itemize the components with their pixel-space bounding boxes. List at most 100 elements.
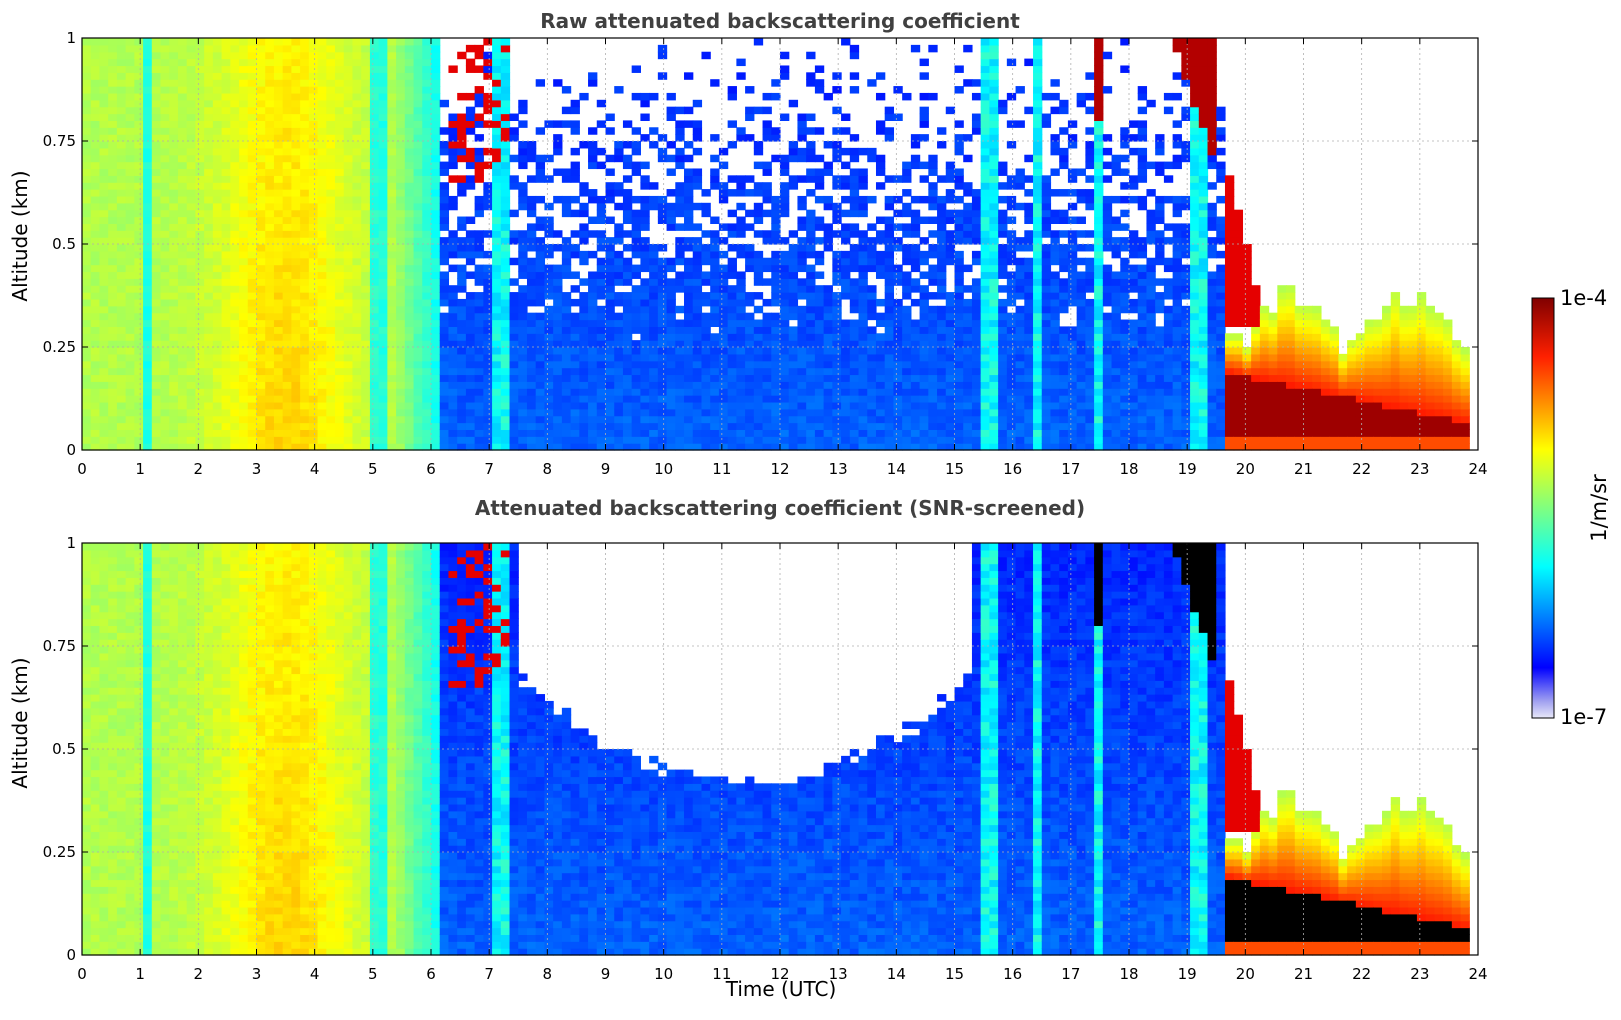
heatmap-cell <box>143 161 153 170</box>
heatmap-cell <box>666 360 676 369</box>
heatmap-cell <box>718 326 729 334</box>
heatmap-cell <box>387 388 397 396</box>
heatmap-cell <box>82 401 92 410</box>
heatmap-cell <box>317 401 327 410</box>
heatmap-cell <box>361 195 371 204</box>
heatmap-cell <box>832 202 842 211</box>
heatmap-cell <box>867 443 877 451</box>
heatmap-cell <box>169 257 179 266</box>
heatmap-cell <box>710 408 720 417</box>
heatmap-cell <box>771 195 781 204</box>
heatmap-cell <box>753 106 764 115</box>
heatmap-cell <box>588 367 598 376</box>
heatmap-cell <box>186 285 197 293</box>
heatmap-cell <box>666 92 676 101</box>
heatmap-cell <box>736 271 746 279</box>
heatmap-cell <box>483 65 493 73</box>
heatmap-cell <box>378 99 388 108</box>
heatmap-cell <box>675 388 685 396</box>
heatmap-cell <box>134 189 144 197</box>
heatmap-cell <box>910 250 921 259</box>
heatmap-cell <box>195 360 205 369</box>
heatmap-cell <box>858 182 868 190</box>
heatmap-cell <box>300 127 310 135</box>
heatmap-cell <box>413 44 423 53</box>
heatmap-cell <box>396 326 406 334</box>
heatmap-cell <box>718 278 729 286</box>
heatmap-cell <box>439 237 450 245</box>
heatmap-cell <box>596 374 607 382</box>
heatmap-cell <box>971 429 982 437</box>
heatmap-cell <box>361 264 371 273</box>
heatmap-cell <box>910 388 921 396</box>
heatmap-cell <box>169 127 179 135</box>
heatmap-cell <box>291 168 301 176</box>
heatmap-cell <box>771 264 781 273</box>
heatmap-cell <box>282 44 292 53</box>
heatmap-cell <box>919 360 929 369</box>
heatmap-cell <box>588 305 598 314</box>
heatmap-cell <box>352 381 362 389</box>
heatmap-cell <box>465 106 476 115</box>
heatmap-cell <box>910 408 921 417</box>
heatmap-cell <box>945 353 956 362</box>
heatmap-cell <box>526 257 537 266</box>
heatmap-cell <box>186 292 197 300</box>
heatmap-cell <box>317 285 327 293</box>
heatmap-cell <box>300 298 310 307</box>
heatmap-cell <box>369 367 380 376</box>
heatmap-cell <box>588 298 598 307</box>
heatmap-cell <box>204 429 214 437</box>
heatmap-cell <box>143 422 153 430</box>
heatmap-cell <box>230 250 240 259</box>
heatmap-cell <box>369 401 380 410</box>
heatmap-cell <box>980 147 990 156</box>
heatmap-cell <box>134 401 144 410</box>
heatmap-cell <box>108 333 118 341</box>
heatmap-cell <box>387 353 397 362</box>
heatmap-cell <box>483 106 493 115</box>
heatmap-cell <box>82 99 92 108</box>
heatmap-cell <box>116 305 127 314</box>
heatmap-cell <box>291 44 301 53</box>
heatmap-cell <box>814 257 825 266</box>
heatmap-cell <box>963 429 973 437</box>
heatmap-cell <box>90 182 101 190</box>
heatmap-cell <box>186 161 197 170</box>
heatmap-cell <box>431 244 441 252</box>
heatmap-cell <box>308 230 319 238</box>
heatmap-cell <box>561 347 572 355</box>
heatmap-cell <box>814 271 825 279</box>
heatmap-cell <box>492 422 502 430</box>
heatmap-cell <box>361 244 371 252</box>
heatmap-cell <box>361 147 371 156</box>
heatmap-cell <box>177 141 188 149</box>
heatmap-cell <box>387 312 397 321</box>
heatmap-cell <box>169 422 179 430</box>
heatmap-cell <box>230 44 240 53</box>
heatmap-cell <box>247 182 258 190</box>
heatmap-cell <box>875 154 886 163</box>
heatmap-cell <box>300 161 310 170</box>
heatmap-cell <box>143 374 153 382</box>
heatmap-cell <box>125 86 135 94</box>
heatmap-cell <box>335 168 345 176</box>
heatmap-cell <box>247 271 258 279</box>
heatmap-cell <box>875 168 886 176</box>
heatmap-cell <box>806 264 816 273</box>
heatmap-cell <box>963 367 973 376</box>
heatmap-cell <box>963 422 973 430</box>
heatmap-cell <box>352 415 362 424</box>
heatmap-cell <box>256 182 266 190</box>
heatmap-cell <box>413 168 423 176</box>
heatmap-cell <box>823 168 833 176</box>
heatmap-cell <box>492 278 502 286</box>
heatmap-cell <box>640 326 650 334</box>
heatmap-cell <box>90 312 101 321</box>
heatmap-cell <box>352 182 362 190</box>
heatmap-cell <box>256 113 266 121</box>
heatmap-cell <box>82 312 92 321</box>
heatmap-cell <box>247 415 258 424</box>
heatmap-cell <box>256 401 266 410</box>
heatmap-cell <box>404 120 415 128</box>
